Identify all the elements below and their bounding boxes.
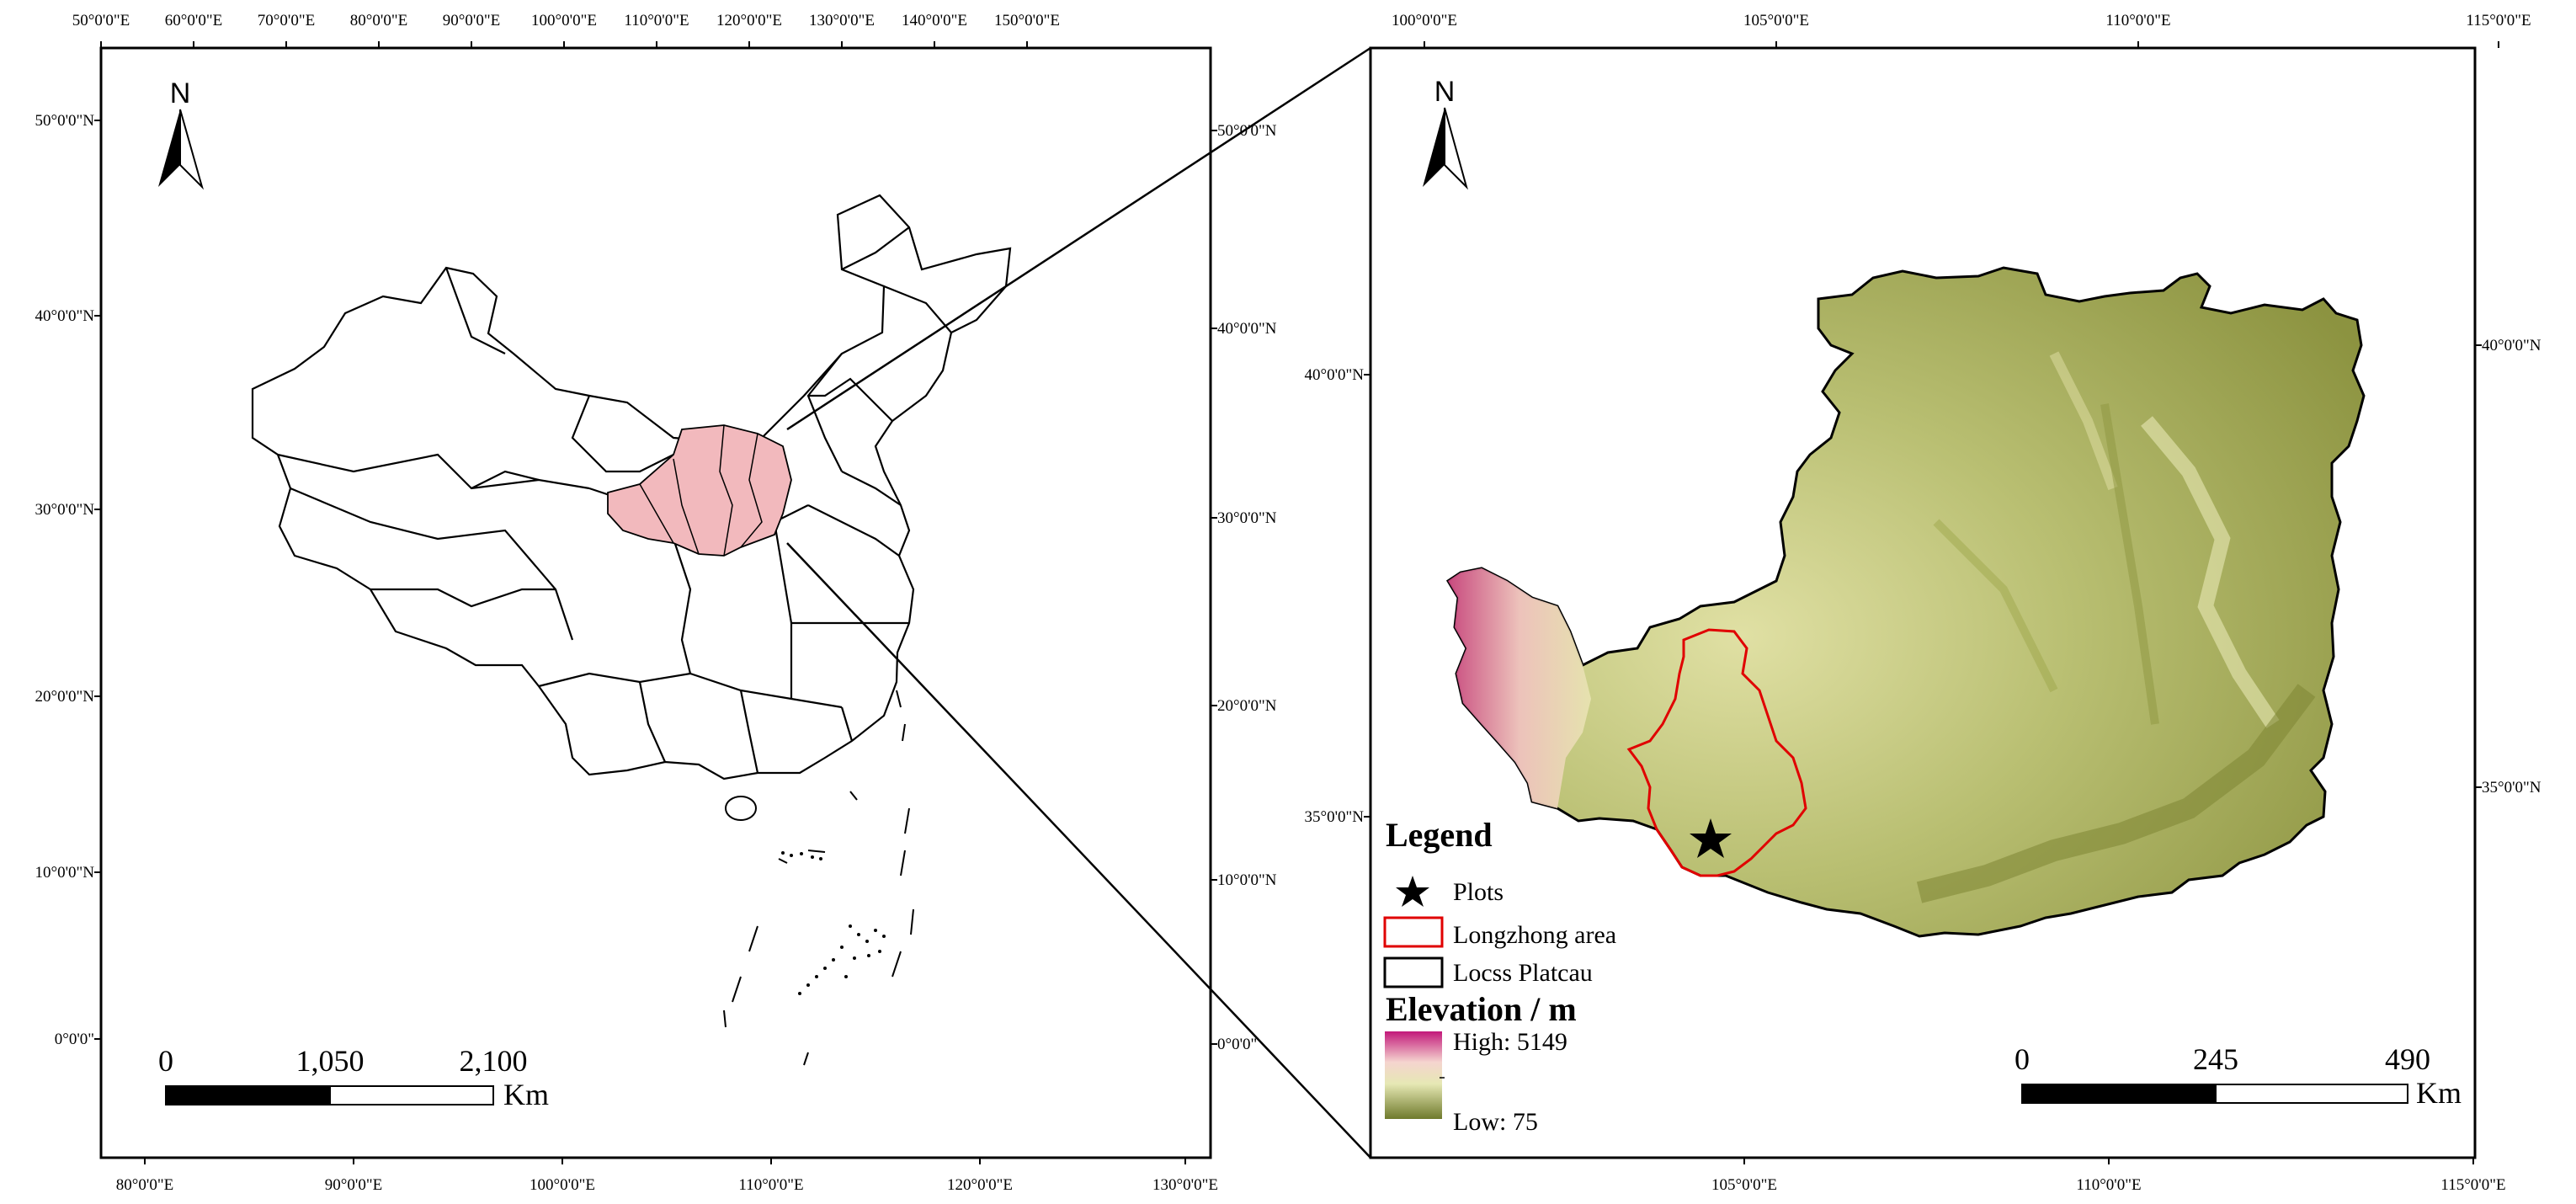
svg-text:Low: 75: Low: 75 <box>1453 1108 1538 1136</box>
longzhong-area-outline <box>1626 628 1807 877</box>
tick-label: 115°0'0"E <box>2440 1176 2505 1194</box>
tick-label: 70°0'0"E <box>258 12 315 29</box>
svg-text:245: 245 <box>2193 1042 2238 1076</box>
tick-label: 10°0'0"N <box>35 864 95 882</box>
tick-label: 105°0'0"E <box>1711 1176 1777 1194</box>
tick-label: 150°0'0"E <box>994 12 1060 29</box>
tick-label: 130°0'0"E <box>809 12 875 29</box>
map-legend: Legend Plots Longzhong area Locss Platca… <box>1383 816 1616 1136</box>
svg-text:Locss Platcau: Locss Platcau <box>1453 959 1593 987</box>
tick-label: 110°0'0"E <box>2105 12 2170 29</box>
left-map-panel: 50°0'0"E 60°0'0"E 70°0'0"E 80°0'0"E 90°0'0"E… <box>35 12 1277 1194</box>
tick-label: 110°0'0"E <box>738 1176 803 1194</box>
left-map-bottom-axis: 80°0'0"E 90°0'0"E 100°0'0"E 110°0'0"E 120°0'… <box>116 1158 1218 1194</box>
tick-label: 35°0'0"N <box>2482 779 2541 796</box>
svg-text:N: N <box>170 77 191 109</box>
right-map-left-axis: 40°0'0"N 35°0'0"N <box>1305 366 1370 826</box>
left-north-arrow: N <box>158 77 205 190</box>
tick-label: 10°0'0"N <box>1217 871 1277 889</box>
elevation-color-ramp <box>1385 1031 1442 1119</box>
left-map-top-axis: 50°0'0"E 60°0'0"E 70°0'0"E 80°0'0"E 90°0'0"E… <box>72 12 1060 48</box>
right-map-bottom-axis: 105°0'0"E 110°0'0"E 115°0'0"E <box>1711 1158 2506 1194</box>
legend-star-icon <box>1396 876 1429 907</box>
tick-label: 40°0'0"N <box>35 307 95 325</box>
svg-text:0: 0 <box>2014 1042 2030 1076</box>
svg-text:Plots: Plots <box>1453 878 1504 906</box>
tick-label: 35°0'0"N <box>1305 808 1365 826</box>
tick-label: 110°0'0"E <box>624 12 689 29</box>
left-scale-bar: 0 1,050 2,100 Km <box>158 1044 549 1111</box>
svg-text:Elevation / m: Elevation / m <box>1386 990 1577 1028</box>
tick-label: 20°0'0"N <box>35 688 95 706</box>
right-north-arrow: N <box>1423 76 1468 190</box>
tick-label: 50°0'0"N <box>1217 122 1277 140</box>
tick-label: 80°0'0"E <box>116 1176 173 1194</box>
tick-label: 40°0'0"N <box>1217 320 1277 338</box>
svg-text:Km: Km <box>2416 1076 2462 1110</box>
legend-plateau-swatch <box>1383 956 1444 988</box>
right-scale-bar: 0 245 490 Km <box>2014 1042 2462 1110</box>
tick-label: 120°0'0"E <box>947 1176 1013 1194</box>
right-map-top-axis: 100°0'0"E 105°0'0"E 110°0'0"E 115°0'0"E <box>1392 12 2531 48</box>
tick-label: 90°0'0"E <box>325 1176 382 1194</box>
tick-label: 115°0'0"E <box>2466 12 2531 29</box>
tick-label: 50°0'0"N <box>35 112 95 130</box>
tick-label: 0°0'0" <box>55 1031 94 1048</box>
svg-text:Legend: Legend <box>1386 816 1493 854</box>
tick-label: 30°0'0"N <box>1217 509 1277 527</box>
legend-longzhong-swatch <box>1383 916 1444 948</box>
svg-text:490: 490 <box>2385 1042 2430 1076</box>
tick-label: 130°0'0"E <box>1152 1176 1218 1194</box>
svg-text:0: 0 <box>158 1044 173 1078</box>
tick-label: 110°0'0"E <box>2076 1176 2141 1194</box>
tick-label: 0°0'0" <box>1217 1036 1257 1053</box>
tick-label: 20°0'0"N <box>1217 697 1277 715</box>
tick-label: 100°0'0"E <box>1392 12 1457 29</box>
tick-label: 100°0'0"E <box>531 12 597 29</box>
tick-label: 80°0'0"E <box>350 12 407 29</box>
tick-label: 50°0'0"E <box>72 12 130 29</box>
tick-label: 40°0'0"N <box>2482 337 2541 354</box>
tick-label: 120°0'0"E <box>716 12 782 29</box>
svg-text:1,050: 1,050 <box>296 1044 365 1078</box>
left-map-right-axis: 50°0'0"N 40°0'0"N 30°0'0"N 20°0'0"N 10°0'0"N… <box>1211 122 1277 1053</box>
tick-label: 40°0'0"N <box>1305 366 1365 384</box>
svg-text:N: N <box>1434 76 1456 108</box>
tick-label: 90°0'0"E <box>443 12 500 29</box>
tick-label: 100°0'0"E <box>530 1176 595 1194</box>
tick-label: 30°0'0"N <box>35 501 95 519</box>
left-map-left-axis: 50°0'0"N 40°0'0"N 30°0'0"N 20°0'0"N 10°0'0"N… <box>35 112 101 1048</box>
loess-plateau-elevation-map <box>1445 266 2366 938</box>
svg-text:2,100: 2,100 <box>460 1044 528 1078</box>
tick-label: 60°0'0"E <box>165 12 222 29</box>
south-china-sea-islands <box>723 690 914 1066</box>
plot-star-marker <box>1690 818 1732 858</box>
right-map-right-axis: 40°0'0"N 35°0'0"N <box>2475 337 2541 796</box>
tick-label: 105°0'0"E <box>1743 12 1809 29</box>
island-dots <box>781 851 886 995</box>
tick-label: 140°0'0"E <box>902 12 967 29</box>
loess-plateau-highlight <box>607 424 792 557</box>
zoom-connector-lines <box>786 46 1371 1159</box>
svg-text:Longzhong area: Longzhong area <box>1453 921 1616 949</box>
svg-text:High: 5149: High: 5149 <box>1453 1028 1567 1056</box>
svg-text:Km: Km <box>503 1078 549 1111</box>
right-map-panel: 100°0'0"E 105°0'0"E 110°0'0"E 115°0'0"E 105… <box>1305 12 2541 1194</box>
